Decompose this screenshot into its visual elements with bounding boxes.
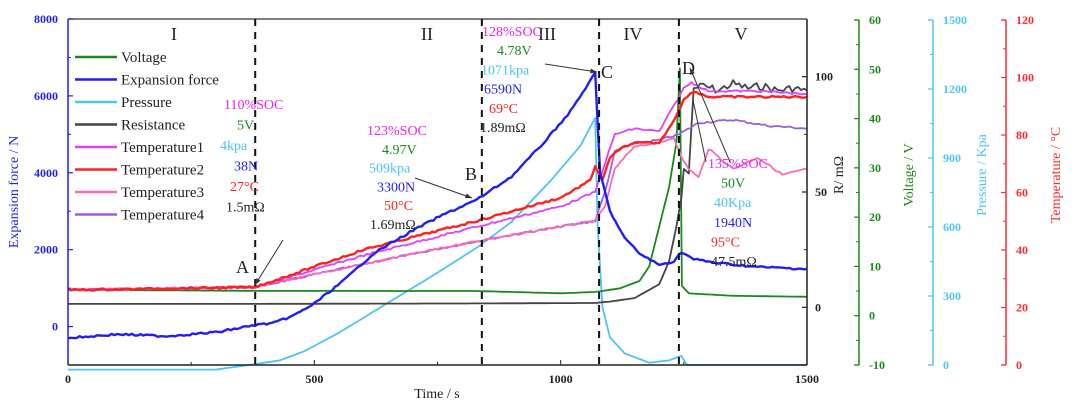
temperature-tick-label: 100 — [1016, 71, 1034, 85]
point-D-soc: 135%SOC — [708, 157, 768, 172]
legend-label: Voltage — [121, 50, 167, 66]
annotation-arrowhead-A — [255, 278, 261, 285]
point-B-force: 3300N — [377, 180, 415, 195]
annotation-arrow-A — [254, 239, 284, 286]
temperature-tick-label: 60 — [1016, 186, 1028, 200]
pressure-tick-label: 1200 — [943, 82, 967, 96]
point-B-voltage: 4.97V — [382, 143, 417, 158]
point-D-force: 1940N — [714, 216, 752, 231]
pressure-tick-label: 1500 — [943, 13, 967, 27]
point-A-soc: 110%SOC — [224, 98, 283, 113]
pressure-tick-label: 900 — [943, 151, 961, 165]
series-layer — [67, 67, 808, 371]
series-line-temperature2 — [67, 90, 808, 292]
voltage-tick-label: -10 — [869, 358, 885, 372]
legend-label: Temperature1 — [121, 140, 204, 156]
voltage-axis-title: Voltage / V — [902, 143, 917, 206]
temperature-tick-label: 0 — [1016, 358, 1022, 372]
annotations: 110%SOC 5V 4kpa 38N 27°C 1.5mΩ A 123%SOC 4.97V 50… — [220, 25, 768, 286]
point-B-soc: 123%SOC — [367, 124, 427, 139]
annotation-arrowhead-B — [465, 193, 472, 199]
legend-label: Temperature4 — [121, 208, 205, 224]
voltage-tick-label: 30 — [869, 161, 881, 175]
region-label-III: III — [538, 24, 556, 44]
legend-label: Pressure — [121, 95, 172, 111]
point-C-force: 6590N — [484, 83, 522, 98]
resistance-tick-label: 100 — [815, 70, 833, 84]
point-B-temperature: 50°C — [384, 199, 413, 214]
force-tick-label: 0 — [52, 320, 58, 334]
pressure-axis-title: Pressure / Kpa — [975, 133, 990, 215]
legend-label: Expansion force — [121, 73, 219, 89]
region-label-I: I — [171, 24, 177, 44]
temperature-tick-label: 40 — [1016, 243, 1028, 257]
series-line-pressure — [68, 117, 807, 371]
point-C-soc: 128%SOC — [482, 25, 542, 40]
pressure-tick-label: 600 — [943, 220, 961, 234]
region-label-IV: IV — [624, 24, 643, 44]
point-label-B: B — [465, 164, 477, 184]
point-A-resistance: 1.5mΩ — [226, 201, 265, 216]
x-tick-label: 0 — [65, 372, 71, 386]
temperature-tick-label: 120 — [1016, 13, 1034, 27]
annotation-arrow-B — [414, 177, 473, 199]
x-tick-label: 500 — [305, 372, 323, 386]
point-B-pressure: 509kpa — [369, 162, 411, 177]
force-tick-label: 6000 — [34, 89, 58, 103]
x-axis-title: Time / s — [414, 387, 459, 402]
region-label-V: V — [735, 24, 748, 44]
region-label-II: II — [421, 24, 433, 44]
point-C-pressure: 1071kpa — [481, 63, 530, 78]
temperature-tick-label: 80 — [1016, 128, 1028, 142]
series-line-expansion-force — [67, 71, 808, 340]
annotation-arrowhead-D — [690, 68, 695, 75]
voltage-tick-label: 0 — [869, 309, 875, 323]
force-axis-title: Expansion force / N — [7, 136, 22, 248]
point-A-force: 38N — [234, 160, 258, 175]
pressure-tick-label: 0 — [943, 358, 949, 372]
legend-label: Resistance — [121, 118, 185, 134]
point-D-pressure: 40Kpa — [714, 196, 752, 211]
temperature-axis-title: Temperature / °C — [1049, 127, 1064, 223]
point-C-temperature: 69°C — [489, 102, 518, 117]
point-B-resistance: 1.69mΩ — [370, 218, 416, 233]
x-tick-label: 1500 — [795, 372, 819, 386]
point-D-temperature: 95°C — [711, 235, 740, 250]
force-tick-label: 4000 — [34, 166, 58, 180]
voltage-tick-label: 60 — [869, 13, 881, 27]
voltage-tick-label: 40 — [869, 112, 881, 126]
series-line-resistance — [68, 79, 808, 305]
point-D-resistance: 47.5mΩ — [711, 255, 757, 270]
point-D-voltage: 50V — [721, 177, 745, 192]
point-A-temperature: 27°C — [230, 180, 259, 195]
force-tick-label: 8000 — [34, 12, 58, 26]
pressure-tick-label: 300 — [943, 289, 961, 303]
annotation-arrow-D — [689, 67, 731, 163]
series-line-voltage — [68, 67, 808, 298]
point-A-pressure: 4kpa — [220, 139, 248, 154]
legend: Voltage Expansion force Pressure Resistance… — [75, 50, 219, 224]
voltage-tick-label: 50 — [869, 62, 881, 76]
temperature-tick-label: 20 — [1016, 301, 1028, 315]
resistance-tick-label: 0 — [815, 300, 821, 314]
resistance-axis-title: R/ mΩ — [832, 156, 847, 194]
point-C-voltage: 4.78V — [497, 44, 532, 59]
point-label-C: C — [601, 62, 613, 82]
point-A-voltage: 5V — [237, 119, 254, 134]
voltage-tick-label: 20 — [869, 210, 881, 224]
point-C-resistance: 1.89mΩ — [480, 121, 526, 136]
legend-label: Temperature3 — [121, 185, 204, 201]
annotation-arrow-C — [544, 63, 598, 73]
voltage-tick-label: 10 — [869, 259, 881, 273]
legend-label: Temperature2 — [121, 163, 204, 179]
annotation-arrow-D-2 — [692, 99, 707, 163]
force-tick-label: 2000 — [34, 243, 58, 257]
point-label-A: A — [236, 257, 249, 277]
annotation-arrowhead-C — [590, 68, 597, 74]
x-tick-label: 1000 — [549, 372, 573, 386]
resistance-tick-label: 50 — [815, 185, 827, 199]
